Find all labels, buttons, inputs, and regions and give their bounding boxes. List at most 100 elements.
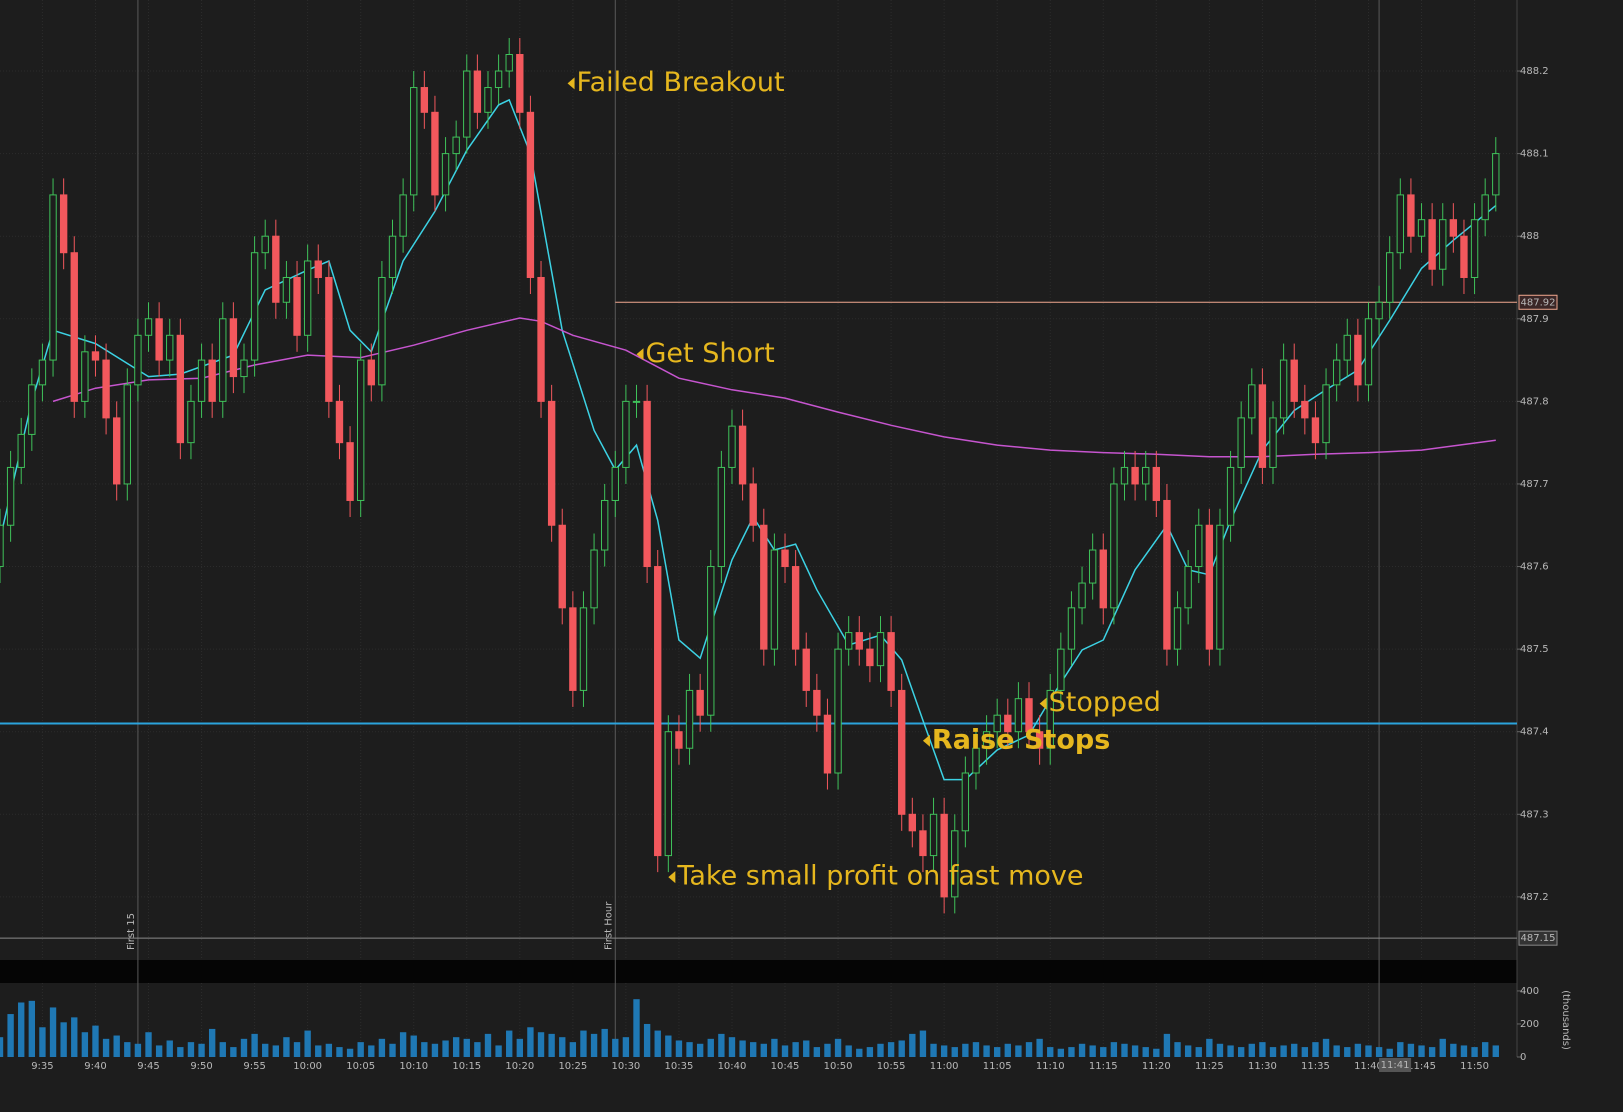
volume-bar xyxy=(866,1047,874,1057)
volume-bar xyxy=(1397,1042,1404,1057)
annotation-pointer xyxy=(922,734,930,747)
y-tick-label: 488.2 xyxy=(1520,66,1549,77)
volume-tick-label: 0 xyxy=(1520,1052,1526,1063)
x-tick-label: 11:20 xyxy=(1142,1061,1171,1072)
candle-body xyxy=(632,400,641,403)
volume-bar xyxy=(389,1043,396,1057)
volume-bar xyxy=(1153,1048,1160,1057)
candle-body xyxy=(1110,483,1118,609)
candle-body xyxy=(908,813,917,832)
y-tick-label: 488.1 xyxy=(1520,149,1549,160)
candle-body xyxy=(1078,582,1086,609)
volume-bar xyxy=(39,1027,46,1057)
y-tick-label: 487.2 xyxy=(1520,892,1549,903)
volume-bar xyxy=(1227,1045,1234,1057)
candle-body xyxy=(1396,194,1404,254)
volume-bar xyxy=(1036,1038,1043,1057)
candle-body xyxy=(197,359,206,402)
candle-body xyxy=(1248,384,1256,419)
volume-bar xyxy=(1407,1043,1415,1057)
volume-bar xyxy=(962,1043,969,1057)
candle-body xyxy=(463,70,471,138)
candle-body xyxy=(378,276,386,386)
candle-body xyxy=(314,260,322,278)
volume-bar xyxy=(1015,1045,1022,1057)
annotation-pointer xyxy=(636,348,644,361)
moving-average xyxy=(52,317,1496,458)
volume-bar xyxy=(18,1002,25,1057)
volume-bar xyxy=(590,1033,598,1057)
volume-bar xyxy=(81,1032,89,1057)
candle-body xyxy=(473,70,482,113)
volume-bar xyxy=(633,999,640,1057)
volume-bar xyxy=(1471,1047,1478,1057)
candle-body xyxy=(770,549,779,650)
candle-body xyxy=(388,235,397,278)
x-tick-label: 11:05 xyxy=(983,1061,1012,1072)
volume-bar xyxy=(145,1032,152,1057)
candle-body xyxy=(155,318,163,361)
candle-body xyxy=(113,417,121,485)
candle-body xyxy=(749,483,757,526)
candle-body xyxy=(367,359,375,386)
x-tick-label: 10:40 xyxy=(718,1061,747,1072)
candle-body xyxy=(1279,359,1288,419)
volume-bar xyxy=(187,1042,195,1057)
candle-body xyxy=(685,689,694,749)
volume-bar xyxy=(431,1043,439,1057)
candle-body xyxy=(1481,194,1489,221)
x-tick-label: 10:05 xyxy=(346,1061,375,1072)
candle-body xyxy=(59,194,68,254)
candle-body xyxy=(622,400,630,468)
candle-body xyxy=(293,276,301,336)
price-badge xyxy=(1518,930,1558,946)
volume-bar xyxy=(1450,1043,1457,1057)
x-tick-label: 11:45 xyxy=(1407,1061,1436,1072)
y-tick-label: 487.7 xyxy=(1520,479,1549,490)
volume-bar xyxy=(442,1040,449,1057)
x-tick-label: 10:10 xyxy=(399,1061,428,1072)
candle-body xyxy=(876,632,885,667)
volume-bar xyxy=(1110,1042,1118,1057)
volume-bar xyxy=(346,1048,354,1057)
volume-bar xyxy=(559,1037,566,1057)
candle-body xyxy=(569,607,577,691)
volume-bar xyxy=(972,1042,980,1057)
volume-bar xyxy=(1195,1047,1202,1057)
volume-bar xyxy=(272,1045,280,1057)
candle-body xyxy=(91,351,100,361)
annotation: Raise Stops xyxy=(932,724,1110,755)
candle-body xyxy=(240,359,248,378)
volume-bar xyxy=(1333,1045,1340,1057)
candle-body xyxy=(484,87,492,113)
annotation-pointer xyxy=(567,77,575,90)
y-tick-label: 487.6 xyxy=(1520,562,1549,573)
volume-bar xyxy=(1418,1045,1425,1057)
candle-body xyxy=(675,731,683,749)
volume-unit: (thousands) xyxy=(1560,990,1571,1050)
candle-body xyxy=(823,714,832,774)
candle-body xyxy=(855,632,863,650)
annotation: Get Short xyxy=(646,338,775,369)
candle-body xyxy=(166,334,174,361)
candle-body xyxy=(600,499,609,551)
candle-body xyxy=(1258,384,1267,468)
volume-bar xyxy=(760,1043,767,1057)
candle-body xyxy=(813,689,821,716)
volume-bar xyxy=(1174,1042,1181,1057)
volume-bar xyxy=(134,1043,142,1057)
x-tick-label: 10:00 xyxy=(293,1061,322,1072)
volume-bar xyxy=(824,1043,831,1057)
candle-body xyxy=(144,318,153,336)
candle-body xyxy=(1099,549,1107,609)
candle-body xyxy=(505,54,513,72)
volume-bar xyxy=(474,1042,481,1057)
volume-bar xyxy=(506,1030,513,1057)
marker-label: First 15 xyxy=(126,913,137,950)
candle-body xyxy=(1269,417,1277,468)
x-tick-label: 11:15 xyxy=(1089,1061,1118,1072)
x-tick-label: 9:35 xyxy=(31,1061,53,1072)
volume-bar xyxy=(1492,1045,1499,1057)
volume-bar xyxy=(696,1043,704,1057)
candle-body xyxy=(526,111,535,278)
